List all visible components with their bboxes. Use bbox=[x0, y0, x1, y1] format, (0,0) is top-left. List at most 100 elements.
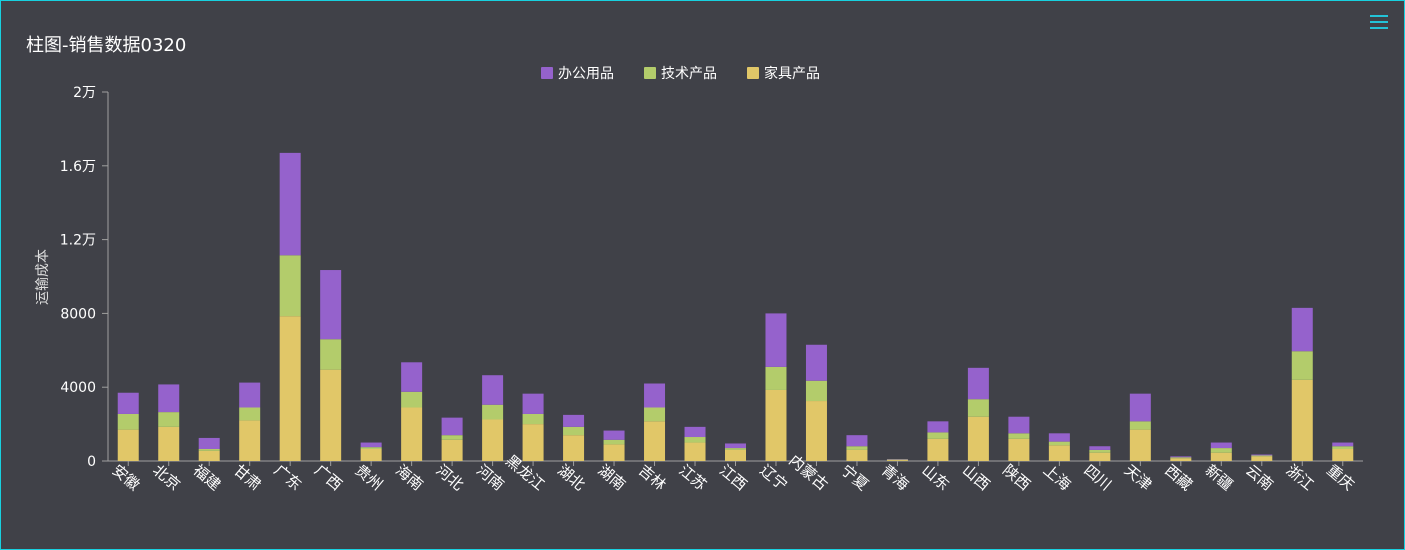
y-axis-label: 运输成本 bbox=[35, 249, 51, 305]
x-tick-label: 江西 bbox=[716, 461, 751, 494]
bar-furniture bbox=[279, 316, 301, 461]
bar-tech bbox=[1291, 351, 1313, 380]
bar-tech bbox=[482, 404, 504, 420]
bar-tech bbox=[846, 446, 868, 450]
y-tick-label: 0 bbox=[87, 454, 96, 470]
x-tick-label: 河南 bbox=[473, 461, 508, 494]
x-tick-label: 山西 bbox=[959, 461, 994, 494]
bar-furniture bbox=[644, 421, 666, 461]
bar-tech bbox=[603, 439, 625, 445]
x-tick-label: 辽宁 bbox=[756, 461, 791, 494]
bar-furniture bbox=[1048, 445, 1070, 461]
bar-office bbox=[1089, 446, 1111, 450]
bar-furniture bbox=[1210, 452, 1232, 461]
bar-office bbox=[279, 152, 301, 256]
x-tick-label: 四川 bbox=[1080, 461, 1115, 494]
bar-tech bbox=[967, 399, 989, 417]
bar-tech bbox=[1251, 455, 1273, 457]
bar-tech bbox=[927, 432, 949, 439]
legend-label-tech: 技术产品 bbox=[661, 66, 717, 82]
legend-item-furniture[interactable]: 家具产品 bbox=[747, 63, 820, 83]
bar-tech bbox=[522, 413, 544, 425]
bar-furniture bbox=[1129, 429, 1151, 461]
bar-tech bbox=[320, 339, 342, 370]
bar-tech bbox=[158, 412, 180, 427]
bar-furniture bbox=[320, 369, 342, 461]
bar-tech bbox=[239, 407, 261, 421]
y-tick-label: 1.6万 bbox=[60, 159, 96, 175]
bar-office bbox=[644, 383, 666, 408]
bar-office bbox=[1008, 416, 1030, 434]
bar-tech bbox=[1129, 421, 1151, 430]
x-tick-label: 湖北 bbox=[554, 461, 589, 494]
bar-furniture bbox=[198, 450, 220, 461]
bar-furniture bbox=[239, 420, 261, 461]
x-tick-label: 甘肃 bbox=[230, 461, 265, 494]
chart-title: 柱图-销售数据0320 bbox=[26, 35, 187, 56]
x-tick-label: 山东 bbox=[918, 461, 953, 494]
legend-label-office: 办公用品 bbox=[558, 66, 614, 82]
bar-furniture bbox=[522, 424, 544, 461]
bar-furniture bbox=[765, 389, 787, 461]
x-tick-label: 上海 bbox=[1040, 461, 1075, 494]
x-tick-label: 福建 bbox=[190, 461, 225, 494]
bar-office bbox=[158, 384, 180, 413]
bar-office bbox=[967, 367, 989, 400]
bar-office bbox=[563, 414, 585, 427]
bar-furniture bbox=[1251, 456, 1273, 461]
legend-swatch-office bbox=[541, 67, 553, 79]
legend-swatch-tech bbox=[644, 67, 656, 79]
x-tick-label: 吉林 bbox=[635, 461, 670, 494]
bar-office bbox=[1291, 307, 1313, 352]
bar-office bbox=[765, 313, 787, 367]
bar-office bbox=[1129, 393, 1151, 422]
bar-furniture bbox=[563, 435, 585, 461]
bar-furniture bbox=[603, 444, 625, 461]
bar-furniture bbox=[1332, 449, 1354, 461]
bar-furniture bbox=[886, 460, 908, 461]
bar-furniture bbox=[1291, 379, 1313, 461]
bar-office bbox=[1048, 433, 1070, 442]
bar-office bbox=[603, 430, 625, 440]
legend-item-tech[interactable]: 技术产品 bbox=[644, 63, 717, 83]
bar-tech bbox=[684, 437, 706, 443]
x-tick-label: 贵州 bbox=[352, 461, 387, 494]
bar-tech bbox=[441, 435, 463, 440]
hamburger-menu-icon[interactable] bbox=[1370, 13, 1388, 31]
bar-furniture bbox=[117, 429, 139, 461]
x-tick-label: 河北 bbox=[433, 461, 468, 494]
x-tick-label: 天津 bbox=[1121, 461, 1156, 494]
y-tick-label: 4000 bbox=[60, 380, 96, 396]
bar-tech bbox=[117, 413, 139, 430]
x-tick-label: 北京 bbox=[149, 461, 184, 494]
bar-tech bbox=[644, 407, 666, 422]
legend-label-furniture: 家具产品 bbox=[764, 66, 820, 82]
x-tick-label: 西藏 bbox=[1161, 461, 1196, 494]
bar-office bbox=[239, 382, 261, 408]
bar-tech bbox=[1048, 441, 1070, 446]
x-tick-label: 宁夏 bbox=[837, 461, 872, 494]
x-tick-label: 陕西 bbox=[999, 461, 1034, 494]
legend-swatch-furniture bbox=[747, 67, 759, 79]
bar-tech bbox=[1210, 448, 1232, 453]
bar-tech bbox=[401, 391, 423, 408]
x-tick-label: 青海 bbox=[878, 461, 913, 494]
x-tick-label: 广西 bbox=[311, 461, 346, 494]
bar-furniture bbox=[360, 449, 382, 461]
bar-furniture bbox=[805, 401, 827, 461]
x-tick-label: 海南 bbox=[392, 461, 427, 494]
bar-tech bbox=[725, 448, 746, 450]
bar-tech bbox=[805, 380, 827, 402]
bar-office bbox=[401, 362, 423, 392]
bar-office bbox=[117, 392, 139, 414]
x-tick-label: 重庆 bbox=[1323, 461, 1358, 494]
bar-furniture bbox=[401, 407, 423, 461]
legend-item-office[interactable]: 办公用品 bbox=[541, 63, 614, 83]
y-tick-label: 2万 bbox=[73, 85, 96, 101]
x-tick-label: 浙江 bbox=[1283, 461, 1318, 494]
x-tick-label: 新疆 bbox=[1202, 461, 1237, 494]
bar-furniture bbox=[967, 416, 989, 461]
bar-office bbox=[482, 375, 504, 405]
